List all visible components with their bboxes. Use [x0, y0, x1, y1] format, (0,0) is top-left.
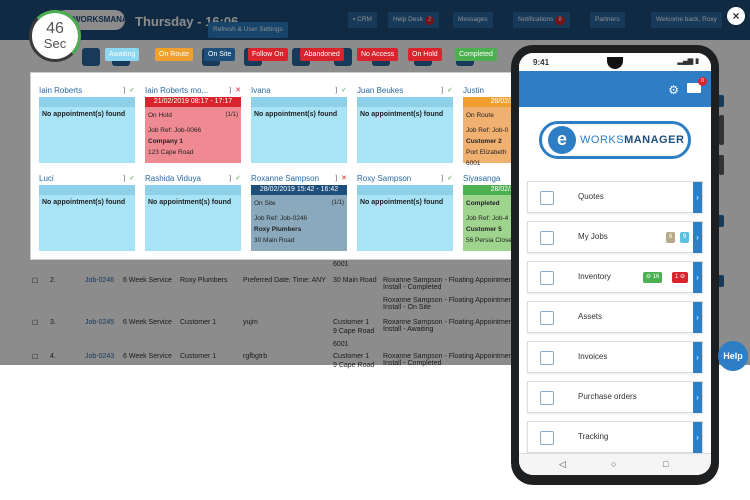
cart-icon [540, 391, 554, 405]
jobs-count-badge: 9 [680, 232, 690, 243]
staff-card[interactable]: Roxanne Sampson ❳ ✕ 28/02/2019 15:42 - 16… [251, 173, 347, 253]
status-no-access[interactable]: No Access [357, 48, 399, 61]
status-awaiting[interactable]: Awaiting [105, 48, 140, 61]
row-checkbox[interactable]: ☐ [32, 354, 39, 361]
chevron-right-icon: › [693, 302, 702, 333]
table-row[interactable]: ☐ 2. Job-0246 6 Week Service Roxy Plumbe… [32, 277, 515, 311]
status-on-hold[interactable]: On Hold [408, 48, 442, 61]
menu-item-invoices[interactable]: Invoices › [527, 341, 703, 373]
camera-notch [607, 57, 623, 69]
job-link[interactable]: Job-0246 [85, 277, 115, 284]
menu-item-quotes[interactable]: Quotes › [527, 181, 703, 213]
status-completed[interactable]: Completed [455, 48, 497, 61]
scheduler-board: Iain Roberts ❳ ✓ No appointment(s) found … [30, 72, 520, 260]
invoice-icon [540, 351, 554, 365]
staff-card[interactable]: Iain Roberts ❳ ✓ No appointment(s) found [39, 85, 135, 165]
phone-status-bar: 9:41 ▂▄▆ ▮ [519, 53, 711, 71]
status-abandoned[interactable]: Abandoned [300, 48, 344, 61]
jobs-count-badge: 6 [666, 232, 676, 243]
staff-card[interactable]: Juan Beukes ❳ ✓ No appointment(s) found [357, 85, 453, 165]
chevron-right-icon: › [693, 382, 702, 413]
chevron-right-icon: › [693, 262, 702, 293]
status-icons: ❳ ✓ [439, 87, 453, 94]
status-icons: ❳ ✓ [439, 175, 453, 182]
inventory-out-badge: 1 ⊖ [672, 272, 689, 283]
phone-screen: 9:41 ▂▄▆ ▮ ⚙ 0 e WORKSMANAGER Quotes › M… [519, 53, 711, 475]
notifications-badge: 8 [555, 16, 565, 25]
android-nav-bar: ◁ ○ □ [519, 453, 711, 475]
phone-mockup: 9:41 ▂▄▆ ▮ ⚙ 0 e WORKSMANAGER Quotes › M… [511, 45, 724, 485]
crm-button[interactable]: ▪ CRM [348, 12, 377, 28]
timer-progress-arc [29, 10, 81, 62]
cart-icon [540, 271, 554, 285]
table-row[interactable]: ☐ 4. Job-0243 6 Week Service Customer 1 … [32, 353, 515, 369]
staff-card[interactable]: Iain Roberts mo... ❳ ✕ 21/02/2019 08:17 -… [145, 85, 241, 165]
close-icon[interactable]: × [727, 7, 745, 25]
signal-battery-icon: ▂▄▆ ▮ [677, 58, 699, 65]
menu-item-inventory[interactable]: Inventory ⊖ 16 1 ⊖ › [527, 261, 703, 293]
table-row: 6001 [333, 261, 349, 268]
messages-button[interactable]: Messages [453, 12, 493, 28]
app-bar: ⚙ 0 [519, 71, 711, 107]
helpdesk-badge: 2 [424, 16, 435, 25]
briefcase-icon [540, 231, 554, 245]
location-icon [540, 431, 554, 445]
refresh-settings-button[interactable]: Refresh & User Settings [208, 22, 288, 38]
staff-card[interactable]: Luci ❳ ✓ No appointment(s) found [39, 173, 135, 253]
job-link[interactable]: Job-0245 [85, 319, 115, 326]
chevron-right-icon: › [693, 342, 702, 373]
cube-icon [540, 311, 554, 325]
job-link[interactable]: Job-0243 [85, 353, 115, 360]
staff-card[interactable]: Siyasanga 28/02/2019 0 Completed Job Ref… [463, 173, 519, 253]
menu-item-purchase-orders[interactable]: Purchase orders › [527, 381, 703, 413]
home-icon[interactable]: ○ [611, 459, 617, 469]
staff-card[interactable]: Rashida Viduya ❳ ✓ No appointment(s) foun… [145, 173, 241, 253]
status-icons: ❳ ✓ [121, 87, 135, 94]
quote-icon [540, 191, 554, 205]
status-on-site[interactable]: On Site [204, 48, 236, 61]
back-icon[interactable]: ◁ [559, 459, 566, 469]
status-follow-on[interactable]: Follow On [248, 48, 288, 61]
inventory-in-badge: ⊖ 16 [643, 272, 663, 283]
row-checkbox[interactable]: ☐ [32, 278, 39, 285]
logo-e-icon: e [548, 126, 576, 154]
status-icons: ❳ ✓ [227, 175, 241, 182]
mail-badge: 0 [698, 77, 707, 86]
help-button[interactable]: Help [718, 341, 748, 371]
helpdesk-button[interactable]: Help Desk 2 [388, 12, 440, 28]
doc-icon[interactable] [82, 48, 100, 66]
menu-item-tracking[interactable]: Tracking › [527, 421, 703, 453]
table-row[interactable]: ☐ 3. Job-0245 6 Week Service Customer 1 … [32, 319, 515, 348]
app-logo: e WORKSMANAGER [539, 121, 691, 159]
chevron-right-icon: › [693, 222, 702, 253]
status-icons: ❳ ✓ [333, 87, 347, 94]
status-icons: ❳ ✕ [333, 175, 347, 182]
chevron-right-icon: › [693, 182, 702, 213]
recent-apps-icon[interactable]: □ [663, 459, 669, 469]
top-bar: WORKSMANAGER Thursday - 16:06 Refresh & … [0, 0, 750, 40]
countdown-timer: 46 Sec [29, 10, 81, 62]
chevron-right-icon: › [693, 422, 702, 453]
row-checkbox[interactable]: ☐ [32, 320, 39, 327]
status-icons: ❳ ✓ [121, 175, 135, 182]
staff-card[interactable]: Justin 28/02/2019 1 On Route Job Ref: Jo… [463, 85, 519, 167]
mail-icon[interactable] [687, 83, 701, 93]
staff-card[interactable]: Ivana ❳ ✓ No appointment(s) found [251, 85, 347, 165]
menu-item-my-jobs[interactable]: My Jobs 6 9 › [527, 221, 703, 253]
notifications-button[interactable]: Notifications 8 [513, 12, 570, 28]
menu-item-assets[interactable]: Assets › [527, 301, 703, 333]
staff-card[interactable]: Roxy Sampson ❳ ✓ No appointment(s) found [357, 173, 453, 253]
status-on-route[interactable]: On Route [155, 48, 193, 61]
partners-button[interactable]: Partners [590, 12, 625, 28]
status-icons: ❳ ✕ [227, 87, 241, 94]
chat-icon: ▪ [353, 16, 358, 23]
logo-area: e WORKSMANAGER [519, 107, 711, 173]
gear-icon[interactable]: ⚙ [668, 83, 679, 97]
user-menu-button[interactable]: Welcome back, Roxy [651, 12, 722, 28]
